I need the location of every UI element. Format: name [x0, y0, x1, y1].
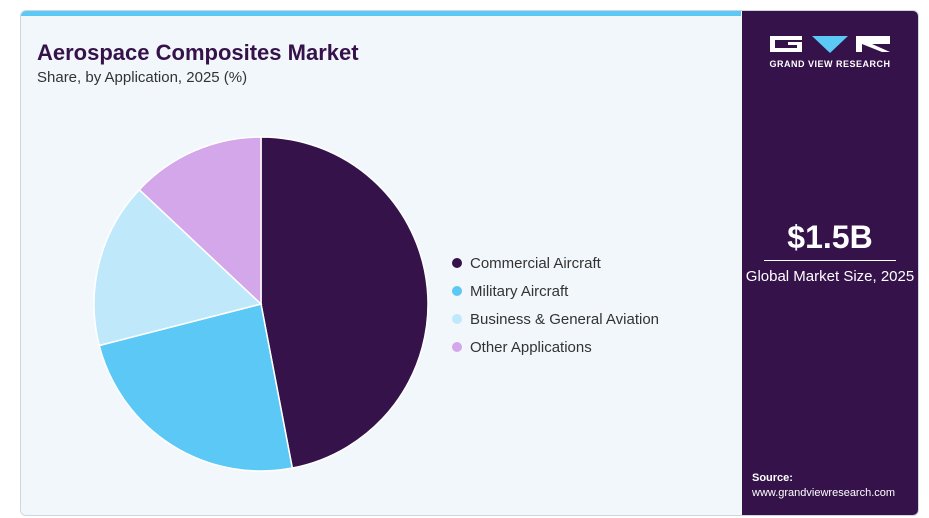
pie-slice-other-applications — [138, 136, 262, 306]
legend-swatch — [452, 258, 462, 268]
legend-label: Business & General Aviation — [470, 310, 660, 328]
brand-name: GRAND VIEW RESEARCH — [769, 59, 891, 69]
legend-label: Other Applications — [470, 338, 592, 356]
brand-logo: GRAND VIEW RESEARCH — [768, 34, 892, 69]
pie-slice-military-aircraft — [98, 303, 294, 472]
pie-slice-business-general-aviation — [93, 188, 263, 347]
chart-panel: Aerospace Composites Market Share, by Ap… — [21, 16, 741, 515]
legend-item: Business & General Aviation — [452, 305, 659, 333]
legend-label: Military Aircraft — [470, 282, 569, 300]
legend-label: Commercial Aircraft — [470, 254, 601, 272]
source-label: Source: — [752, 472, 793, 484]
gvr-logo-icon — [770, 36, 890, 53]
pie-chart — [93, 136, 429, 472]
chart-subtitle: Share, by Application, 2025 (%) — [37, 69, 248, 86]
legend-swatch — [452, 286, 462, 296]
legend-swatch — [452, 314, 462, 324]
source-link[interactable]: www.grandviewresearch.com — [752, 487, 896, 499]
market-value-label: Global Market Size, 2025 — [745, 268, 915, 285]
report-card: Aerospace Composites Market Share, by Ap… — [20, 10, 919, 516]
legend-swatch — [452, 342, 462, 352]
legend: Commercial Aircraft Military Aircraft Busi… — [452, 249, 659, 361]
sidebar-panel: GRAND VIEW RESEARCH $1.5B Global Market … — [742, 11, 918, 515]
pie-slice-commercial-aircraft — [260, 136, 429, 469]
legend-item: Military Aircraft — [452, 277, 659, 305]
accent-bar — [21, 11, 741, 16]
market-value: $1.5B — [787, 219, 873, 255]
value-divider — [764, 260, 896, 261]
chart-title: Aerospace Composites Market — [37, 40, 359, 65]
legend-item: Other Applications — [452, 333, 659, 361]
legend-item: Commercial Aircraft — [452, 249, 659, 277]
